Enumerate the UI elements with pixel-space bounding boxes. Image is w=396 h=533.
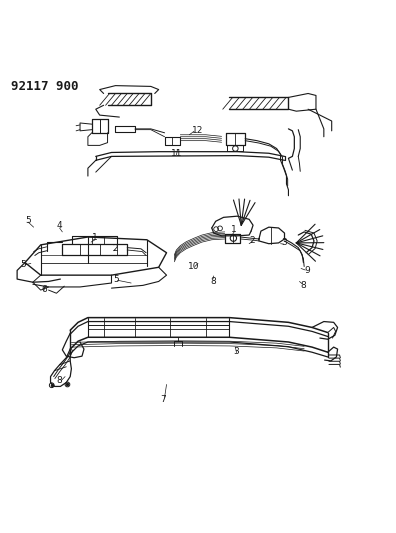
Text: 12: 12 xyxy=(192,126,204,134)
Text: 11: 11 xyxy=(171,149,182,158)
Text: 9: 9 xyxy=(305,265,310,274)
Text: 5: 5 xyxy=(25,216,31,224)
Text: 5: 5 xyxy=(113,274,119,284)
Text: 8: 8 xyxy=(210,277,216,286)
Text: 1: 1 xyxy=(92,233,98,243)
Text: 8: 8 xyxy=(301,281,306,290)
Text: 3: 3 xyxy=(281,238,287,247)
Text: 6: 6 xyxy=(41,285,47,294)
Text: 92117 900: 92117 900 xyxy=(11,80,79,93)
Text: 7: 7 xyxy=(160,395,166,404)
Text: 1: 1 xyxy=(231,225,237,235)
Text: 8: 8 xyxy=(57,376,63,385)
Text: 2: 2 xyxy=(112,244,118,253)
Text: 10: 10 xyxy=(188,262,199,271)
Text: 3: 3 xyxy=(234,346,240,356)
Text: 2: 2 xyxy=(249,236,255,245)
Text: 4: 4 xyxy=(57,222,63,230)
Text: 5: 5 xyxy=(20,261,26,269)
